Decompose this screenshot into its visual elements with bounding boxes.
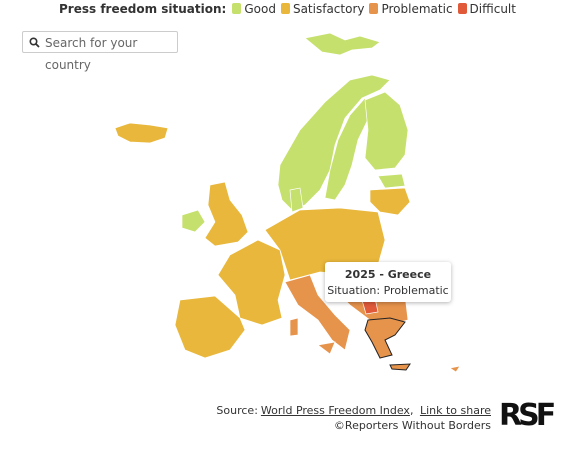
tooltip-text: Situation: Problematic [327,284,449,297]
scandinavia [277,74,391,211]
search-icon [29,37,40,48]
legend-label: Satisfactory [292,2,365,16]
finland [364,91,409,171]
legend-swatch [232,3,242,14]
search-placeholder: Search for your country [45,36,138,72]
source-prefix: Source: [216,404,258,417]
spain [174,295,246,359]
credit: ©Reporters Without Borders [333,419,491,432]
legend-label: Good [244,2,276,16]
cyprus [449,365,461,373]
legend-label: Problematic [381,2,453,16]
tooltip-title: 2025 - Greece [344,268,432,281]
source: Source: World Press Freedom Index, Link t… [216,403,491,433]
uk [204,181,249,247]
legend-swatch [457,3,467,14]
legend-item[interactable]: Good [232,2,276,16]
legend-item[interactable]: Difficult [457,2,516,16]
baltics [369,187,411,216]
greece [364,317,406,359]
sicily [317,341,336,355]
legend-swatch [280,3,290,14]
legend-item[interactable]: Problematic [369,2,453,16]
source-link[interactable]: World Press Freedom Index [260,404,410,417]
svalbard [304,32,381,56]
estonia [377,173,406,189]
search-box[interactable]: Search for your country [22,31,178,72]
legend-item[interactable]: Satisfactory [280,2,365,16]
legend-title: Press freedom situation: [59,2,227,16]
separator: , [409,404,414,417]
logo: RSF [499,398,556,433]
sweden [324,97,371,201]
denmark [289,187,304,213]
crete [389,363,411,371]
sardinia [289,317,299,337]
ireland [181,209,206,233]
legend-swatch [369,3,379,14]
countries [114,32,461,373]
legend-label: Difficult [469,2,516,16]
france [217,239,286,326]
legend: Press freedom situation: Good Satisfactory… [0,2,580,16]
tooltip: 2025 - Greece Situation: Problematic [325,262,451,302]
italy [284,274,351,351]
share-link[interactable]: Link to share [419,404,491,417]
iceland [114,122,169,144]
